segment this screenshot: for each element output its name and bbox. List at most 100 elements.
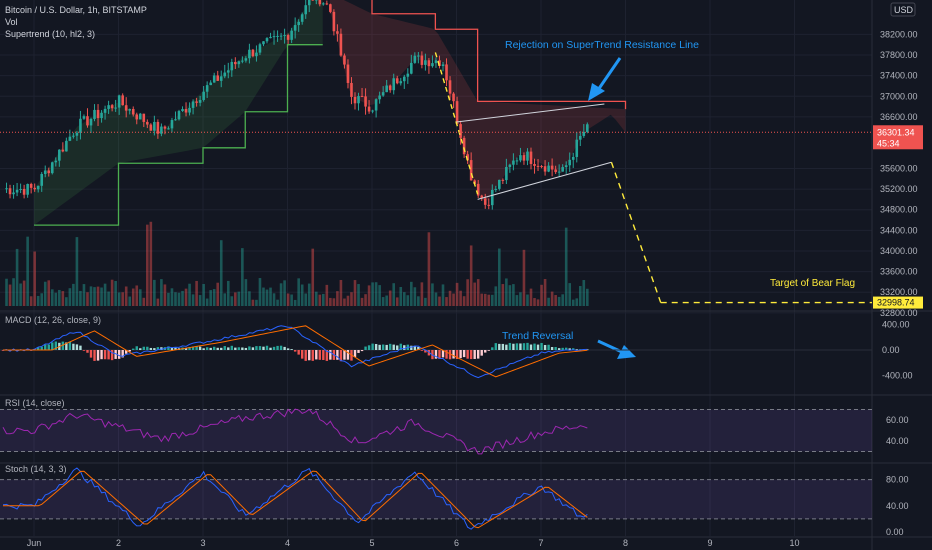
volume-bar <box>406 295 410 306</box>
macd-histogram-bar <box>322 350 325 361</box>
candle-body <box>5 188 8 190</box>
candle-body <box>564 165 568 168</box>
volume-bar <box>149 221 153 306</box>
symbol-title[interactable]: Bitcoin / U.S. Dollar, 1h, BITSTAMP <box>5 5 147 15</box>
macd-histogram-bar <box>508 342 512 350</box>
candle-body <box>262 41 265 45</box>
volume-legend[interactable]: Vol <box>5 17 18 27</box>
candle-body <box>388 85 392 91</box>
candle-body <box>367 106 371 112</box>
macd-histogram-bar <box>209 347 212 350</box>
volume-bar <box>124 286 128 306</box>
macd-histogram-bar <box>68 341 72 350</box>
volume-bar <box>160 279 163 306</box>
supertrend-down-fill <box>329 0 626 201</box>
volume-bar <box>255 299 258 306</box>
macd-histogram-bar <box>494 343 497 350</box>
candle-body <box>529 151 533 164</box>
candle-body <box>138 113 142 120</box>
macd-histogram-bar <box>44 344 47 350</box>
macd-histogram-bar <box>399 343 402 350</box>
candle-body <box>43 170 47 174</box>
macd-histogram-bar <box>89 350 93 358</box>
price-axis[interactable]: 39038200.0037800.0037400.0037000.0036600… <box>873 0 923 537</box>
candle-body <box>395 78 399 84</box>
macd-histogram-bar <box>216 347 219 350</box>
macd-histogram-bar <box>318 350 321 360</box>
macd-histogram-bar <box>37 347 40 350</box>
candle-body <box>385 85 388 93</box>
stoch-tick-label: 0.00 <box>886 527 904 537</box>
volume-bar <box>427 232 431 306</box>
stoch-legend[interactable]: Stoch (14, 3, 3) <box>5 464 67 474</box>
macd-line <box>2 325 588 379</box>
volume-bar <box>195 280 198 306</box>
macd-histogram-bar <box>125 350 128 354</box>
candle-body <box>297 21 300 26</box>
currency-badge[interactable] <box>890 2 916 17</box>
candle-body <box>452 93 455 102</box>
candle-body <box>364 96 367 107</box>
volume-bar <box>212 289 216 306</box>
price-candles[interactable] <box>5 0 589 210</box>
candle-body <box>483 198 487 205</box>
macd-histogram-bar <box>315 350 318 360</box>
flag-lower-line <box>477 161 612 200</box>
candle-body <box>332 11 336 32</box>
macd-histogram-bar <box>371 343 374 350</box>
candle-body <box>124 105 128 111</box>
candle-body <box>480 195 484 199</box>
volume-bar <box>279 283 283 306</box>
candle-body <box>406 73 410 77</box>
candle-body <box>244 58 248 61</box>
candle-body <box>392 78 396 91</box>
macd-histogram-bar <box>557 348 561 350</box>
candle-body <box>33 187 36 190</box>
volume-bar <box>121 292 124 306</box>
volume-bar <box>462 296 466 306</box>
candle-body <box>93 109 96 119</box>
volume-bar <box>445 297 448 306</box>
candle-body <box>336 31 339 34</box>
candle-body <box>251 49 255 57</box>
macd-histogram-bar <box>149 347 153 350</box>
candle-body <box>304 5 308 15</box>
macd-histogram-bar <box>501 343 505 350</box>
candle-body <box>445 64 448 81</box>
volume-bar <box>522 249 526 306</box>
macd-histogram-bar <box>100 350 103 360</box>
macd-tick-label: 400.00 <box>882 319 910 329</box>
macd-histogram-bar <box>536 344 540 350</box>
candle-body <box>82 116 86 119</box>
rsi-legend[interactable]: RSI (14, close) <box>5 398 65 408</box>
candle-body <box>557 171 561 173</box>
time-tick-label: 2 <box>116 538 121 548</box>
volume-bar <box>561 294 564 306</box>
candle-body <box>29 183 33 188</box>
macd-legend[interactable]: MACD (12, 26, close, 9) <box>5 315 101 325</box>
time-axis[interactable]: Jun 2 3 4 5 6 7 8 9 10 <box>27 538 800 548</box>
candle-body <box>117 95 121 108</box>
rsi-tick-label: 40.00 <box>886 436 909 446</box>
candle-body <box>498 179 501 189</box>
macd-histogram-bar <box>237 347 241 350</box>
supertrend-legend[interactable]: Supertrend (10, hl2, 3) <box>5 29 95 39</box>
macd-tick-label: -400.00 <box>882 371 913 381</box>
candle-body <box>290 30 293 40</box>
candle-body <box>135 114 139 120</box>
volume-bar <box>290 294 293 306</box>
macd-histogram-bar <box>174 347 177 350</box>
candle-body <box>8 188 12 195</box>
volume-bar <box>110 279 114 306</box>
candle-body <box>322 3 325 5</box>
volume-bar <box>93 287 96 306</box>
macd-histogram-bar <box>374 343 378 350</box>
time-tick-label: 8 <box>623 538 628 548</box>
macd-histogram-bar <box>445 350 448 359</box>
volume-bar <box>304 293 308 306</box>
rsi-tick-label: 60.00 <box>886 415 909 425</box>
volume-bar <box>142 297 146 306</box>
volume-bar <box>540 284 543 306</box>
